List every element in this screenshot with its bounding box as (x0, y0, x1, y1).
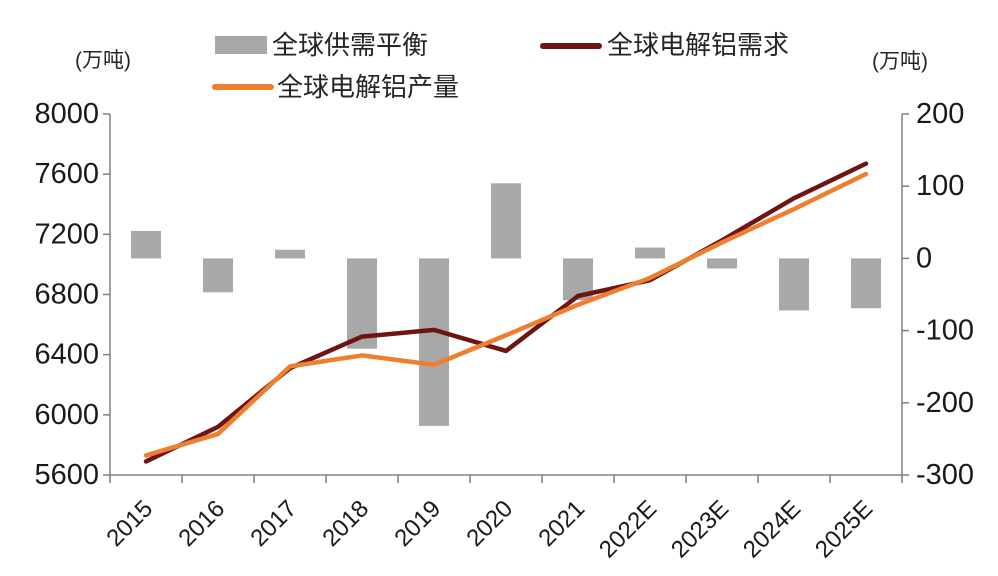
x-axis-category-label: 2015 (101, 495, 158, 552)
left-axis-tick-label: 6000 (34, 399, 99, 431)
x-axis-category-label: 2016 (173, 495, 230, 552)
legend-item-label: 全球供需平衡 (272, 30, 429, 60)
x-axis-category-label: 2022E (594, 495, 662, 563)
bar-2019 (419, 258, 449, 426)
right-axis-tick-label: -200 (916, 387, 974, 419)
line-series-production (143, 171, 869, 458)
right-axis-tick-label: -100 (916, 315, 974, 347)
x-axis-category-label: 2024E (738, 495, 806, 563)
x-axis-category-label: 2023E (666, 495, 734, 563)
bar-2020 (491, 183, 521, 259)
x-axis-category-label: 2020 (461, 495, 518, 552)
left-axis-tick-label: 7200 (34, 218, 99, 250)
bar-2024E (779, 258, 809, 311)
left-axis-tick-label: 5600 (34, 459, 99, 491)
bar-2023E (707, 258, 737, 269)
x-axis-category-label: 2025E (810, 495, 878, 563)
x-axis-category-label: 2017 (245, 495, 302, 552)
left-axis-tick-label: 6800 (34, 279, 99, 311)
bar-2015 (131, 230, 161, 259)
right-axis-unit-label: (万吨) (872, 50, 928, 73)
x-axis-category-label: 2019 (389, 495, 446, 552)
bar-2022E (635, 247, 665, 259)
right-axis-tick-label: 0 (916, 242, 932, 274)
legend-line-swatch-icon (212, 84, 274, 90)
x-axis-category-label: 2018 (317, 495, 374, 552)
legend-item-label: 全球电解铝产量 (277, 72, 460, 102)
left-axis-tick-label: 6400 (34, 339, 99, 371)
right-axis-tick-label: 200 (916, 98, 964, 130)
right-axis-tick-label: -300 (916, 459, 974, 491)
left-axis-tick-label: 7600 (34, 158, 99, 190)
legend-line-swatch-icon (540, 43, 602, 49)
bar-2025E (851, 258, 881, 309)
left-axis-unit-label: (万吨) (75, 49, 131, 72)
left-axis-tick-label: 8000 (34, 98, 99, 130)
bar-2016 (203, 258, 233, 293)
right-axis-tick-label: 100 (916, 170, 964, 202)
bar-2017 (275, 249, 305, 259)
legend-item-label: 全球电解铝需求 (607, 30, 790, 60)
legend-bar-swatch-icon (215, 36, 267, 54)
x-axis-category-label: 2021 (533, 495, 590, 552)
